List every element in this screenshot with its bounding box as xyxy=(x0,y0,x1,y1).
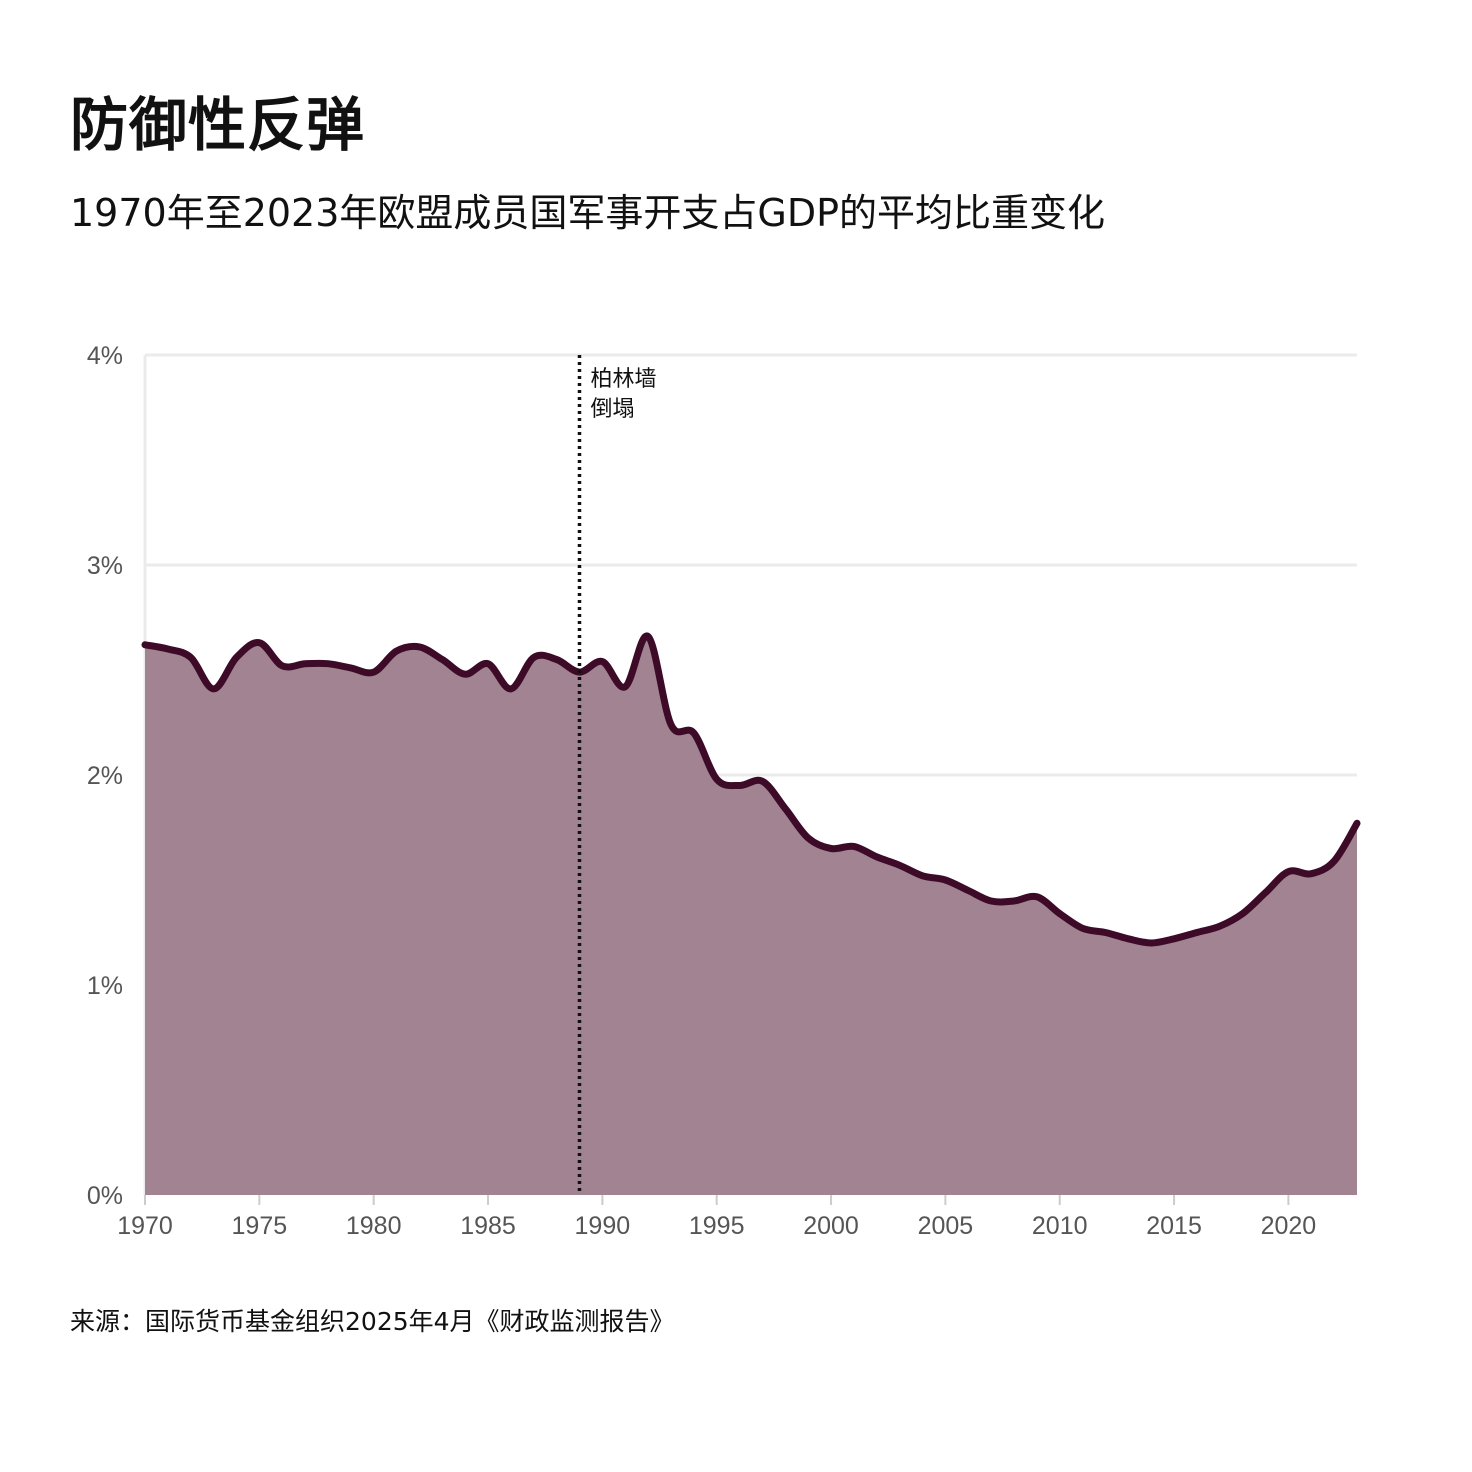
x-tick-label: 2000 xyxy=(803,1212,859,1240)
area-fill xyxy=(145,635,1357,1195)
chart-subtitle: 1970年至2023年欧盟成员国军事开支占GDP的平均比重变化 xyxy=(70,191,1106,235)
chart-title: 防御性反弹 xyxy=(70,91,366,159)
y-tick-label: 3% xyxy=(87,552,123,580)
y-tick-label: 1% xyxy=(87,972,123,1000)
series-line xyxy=(141,632,1361,947)
y-axis: 0% 1% 2% 3% 4% xyxy=(87,342,123,1210)
y-tick-label: 2% xyxy=(87,762,123,790)
x-tick-label: 2020 xyxy=(1261,1212,1317,1240)
x-tick-label: 1980 xyxy=(346,1212,402,1240)
x-tick-label: 1970 xyxy=(117,1212,173,1240)
annotation-label-line1: 柏林墙 xyxy=(590,367,656,392)
annotation-label-line2: 倒塌 xyxy=(590,397,634,422)
y-tick-label: 4% xyxy=(87,342,123,370)
x-tick-label: 2005 xyxy=(918,1212,974,1240)
x-tick-label: 2010 xyxy=(1032,1212,1088,1240)
x-tick-label: 1995 xyxy=(689,1212,745,1240)
source-note: 来源：国际货币基金组织2025年4月《财政监测报告》 xyxy=(70,1307,675,1336)
x-tick-label: 1975 xyxy=(232,1212,288,1240)
x-tick-label: 1985 xyxy=(460,1212,516,1240)
x-axis: 1970 1975 1980 1985 1990 1995 2000 2005 2010 2015… xyxy=(117,1195,1316,1240)
y-tick-label: 0% xyxy=(87,1182,123,1210)
x-tick-label: 1990 xyxy=(575,1212,631,1240)
x-tick-label: 2015 xyxy=(1146,1212,1202,1240)
